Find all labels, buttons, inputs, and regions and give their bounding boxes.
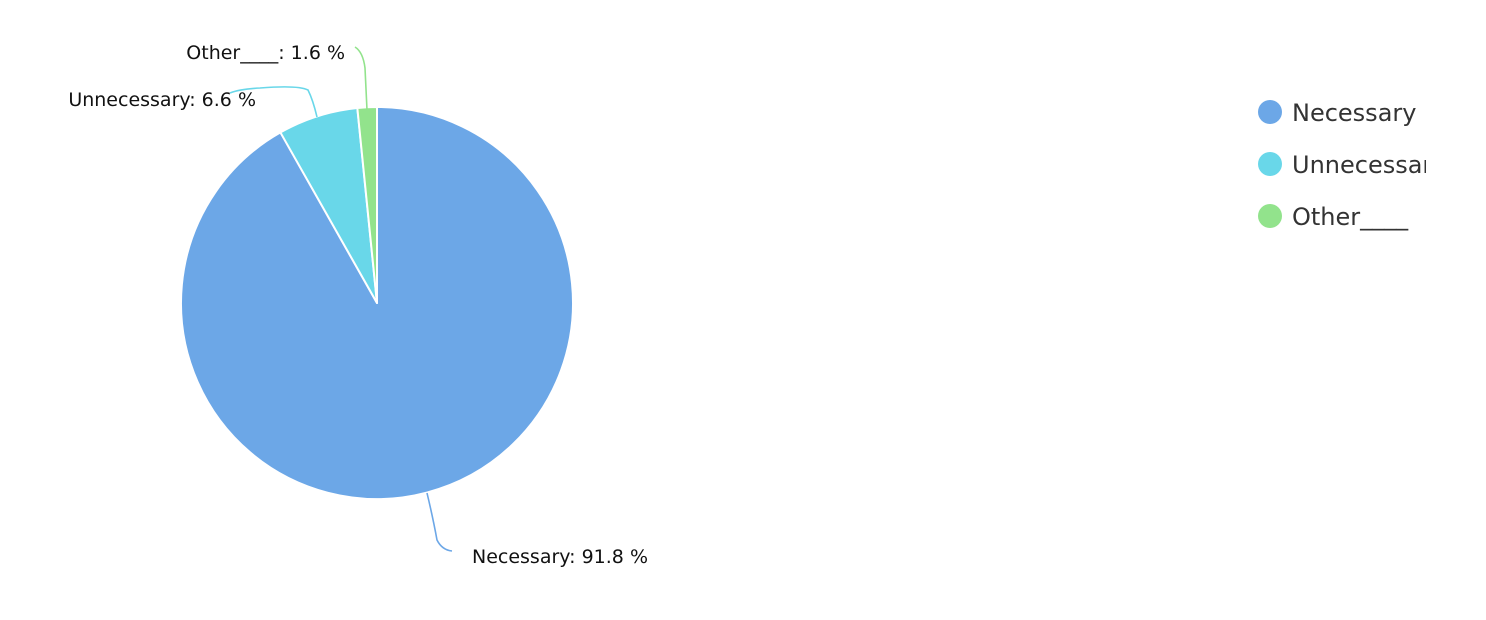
label-connectors — [229, 46, 453, 552]
legend-item-other[interactable]: Other____ — [1258, 203, 1409, 231]
legend-label-necessary: Necessary — [1292, 99, 1416, 127]
pie-slices — [180, 106, 574, 500]
slice-label-necessary: Necessary: 91.8 % — [472, 546, 648, 568]
legend-item-necessary[interactable]: Necessary — [1258, 99, 1416, 127]
connector-necessary — [426, 492, 453, 552]
connector-other — [354, 46, 368, 111]
connector-unnecessary — [229, 86, 318, 118]
legend-marker-other — [1258, 204, 1282, 228]
legend-marker-unnecessary — [1258, 152, 1282, 176]
slice-label-other: Other____: 1.6 % — [186, 42, 345, 64]
legend-label-other: Other____ — [1292, 203, 1409, 231]
legend-marker-necessary — [1258, 100, 1282, 124]
legend-label-unnecessary: Unnecessary — [1292, 151, 1447, 179]
slice-label-unnecessary: Unnecessary: 6.6 % — [68, 89, 256, 111]
legend-item-unnecessary[interactable]: Unnecessary — [1258, 151, 1447, 179]
legend: Necessary Unnecessary Other____ — [1258, 99, 1447, 231]
